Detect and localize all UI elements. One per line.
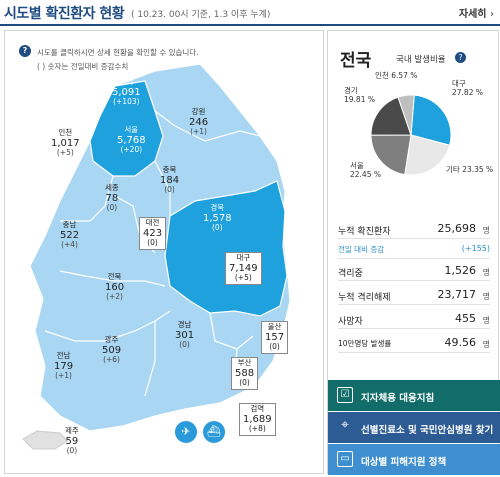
stat-isolated: 격리중 1,526 명 xyxy=(338,261,490,281)
pie-slice-daegu xyxy=(410,94,452,146)
region-daegu[interactable]: 대구 7,149 (+5) xyxy=(225,252,262,285)
pie-label-incheon: 인천 6.57 % xyxy=(375,71,418,80)
detail-label: 자세히 xyxy=(458,9,487,20)
chevron-right-icon: › xyxy=(490,9,494,20)
pie-label-seoul: 서울 22.45 % xyxy=(350,161,381,179)
pie-label-gyeonggi: 경기 19.81 % xyxy=(344,86,375,104)
region-jeju[interactable]: 제주 59 (0) xyxy=(65,426,79,456)
page-title: 시도별 확진환자 현황 xyxy=(4,6,125,22)
detail-link[interactable]: 자세히 › xyxy=(459,5,494,20)
region-quarantine[interactable]: 검역 1,689 (+8) xyxy=(239,403,276,436)
note-line-2: ( ) 숫자는 전일대비 증감수치 xyxy=(37,62,129,71)
checklist-icon: ☑ xyxy=(337,387,353,403)
help-icon[interactable]: ? xyxy=(455,52,466,63)
help-icon: ? xyxy=(19,45,31,57)
pie-label-daegu: 대구 27.82 % xyxy=(452,79,483,97)
location-pin-icon: ⌖ xyxy=(341,417,349,433)
ship-icon: ⛴ xyxy=(203,421,225,443)
support-policy-button[interactable]: ▭ 대상별 피해지원 정책 xyxy=(328,444,500,475)
stat-deaths: 사망자 455 명 xyxy=(338,309,490,329)
pie-slice-other xyxy=(404,134,451,176)
nation-title: 전국 xyxy=(340,51,372,71)
region-chungbuk[interactable]: 충북 184 (0) xyxy=(160,165,180,195)
region-gyeongnam[interactable]: 경남 301 (0) xyxy=(175,320,195,350)
summary-panel: 전국 국내 발생비율 ? 인천 6.57 % 경기 19.81 % 대구 27.82… xyxy=(327,30,500,475)
airplane-icon: ✈ xyxy=(175,421,197,443)
region-daejeon[interactable]: 대전 423 (0) xyxy=(139,217,167,250)
pie-chart xyxy=(370,94,452,176)
header-bar: 시도별 확진환자 현황 ( 10.23. 00시 기준, 1.3 이후 누계) … xyxy=(0,0,500,26)
folder-icon: ▭ xyxy=(337,451,353,467)
region-ulsan[interactable]: 울산 157 (0) xyxy=(261,321,289,354)
region-chungnam[interactable]: 충남 522 (+4) xyxy=(60,220,80,250)
page-subtitle: ( 10.23. 00시 기준, 1.3 이후 누계) xyxy=(131,10,271,20)
korea-map xyxy=(22,63,291,450)
note-line-1: 시도를 클릭하시면 상세 현황을 확인할 수 있습니다. xyxy=(37,48,199,57)
region-incheon[interactable]: 인천 1,017 (+5) xyxy=(51,128,80,158)
region-gyeonggi[interactable]: 경기 5,091 (+103) xyxy=(112,77,141,107)
region-jeonnam[interactable]: 전남 179 (+1) xyxy=(54,351,74,381)
region-seoul[interactable]: 서울 5,768 (+20) xyxy=(117,125,146,155)
map-jeju[interactable] xyxy=(22,430,68,450)
pie-slice-incheon xyxy=(397,94,415,136)
region-gwangju[interactable]: 광주 509 (+6) xyxy=(102,335,122,365)
stat-delta: 전일 대비 증감 (+155) xyxy=(338,239,490,259)
pie-label-other: 기타 23.35 % xyxy=(446,165,494,174)
response-guide-button[interactable]: ☑ 지자체용 대응지침 xyxy=(328,380,500,411)
stat-confirmed: 누적 확진환자 25,698 명 xyxy=(338,219,490,239)
region-gangwon[interactable]: 강원 246 (+1) xyxy=(189,107,209,137)
stat-released: 누적 격리해제 23,717 명 xyxy=(338,285,490,305)
region-gyeongbuk[interactable]: 경북 1,578 (0) xyxy=(203,203,232,233)
map-panel: ? 시도를 클릭하시면 상세 현황을 확인할 수 있습니다. ( ) 숫자는 전… xyxy=(4,30,324,474)
stat-per100k: 10만명당 발생률 49.56 명 xyxy=(338,333,490,353)
region-sejong[interactable]: 세종 78 (0) xyxy=(105,183,119,213)
ratio-label: 국내 발생비율 xyxy=(396,55,446,65)
pie-slice-seoul xyxy=(370,134,412,176)
region-jeonbuk[interactable]: 전북 160 (+2) xyxy=(105,272,125,302)
find-clinic-button[interactable]: ⌖ 선별진료소 및 국민안심병원 찾기 xyxy=(328,412,500,443)
region-busan[interactable]: 부산 588 (0) xyxy=(231,357,259,390)
